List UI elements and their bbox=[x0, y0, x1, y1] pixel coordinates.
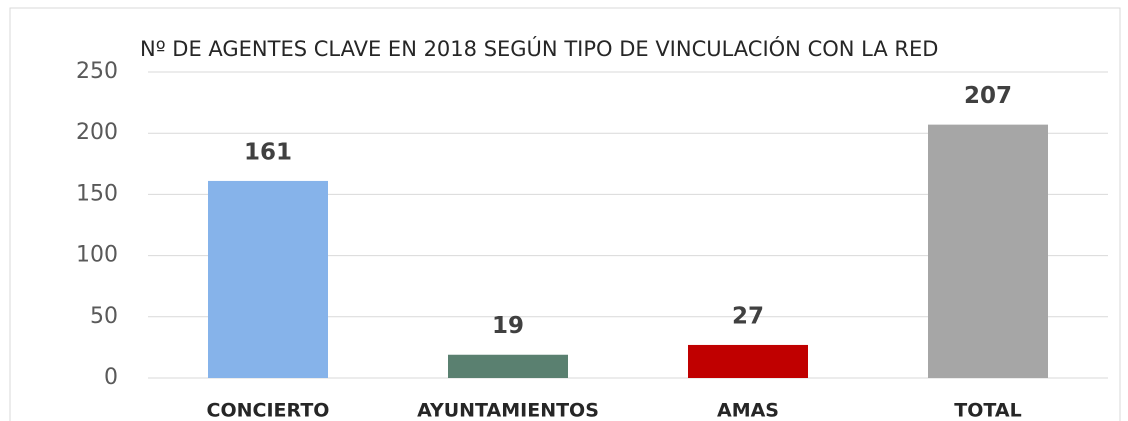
bar bbox=[448, 354, 568, 378]
x-tick-label: AYUNTAMIENTOS bbox=[417, 400, 599, 421]
bar bbox=[208, 180, 328, 378]
y-tick-label: 100 bbox=[76, 243, 118, 268]
data-label: 207 bbox=[964, 83, 1012, 109]
data-label: 27 bbox=[732, 303, 764, 329]
y-tick-label: 250 bbox=[76, 59, 118, 84]
x-tick-label: TOTAL bbox=[954, 400, 1021, 421]
chart-title: Nº DE AGENTES CLAVE EN 2018 SEGÚN TIPO D… bbox=[140, 36, 938, 61]
y-tick-label: 0 bbox=[104, 365, 118, 390]
bar bbox=[688, 344, 808, 378]
bar bbox=[928, 124, 1048, 378]
chart-frame bbox=[9, 7, 1121, 421]
y-tick-label: 50 bbox=[90, 304, 118, 329]
data-label: 161 bbox=[244, 139, 292, 165]
y-tick-label: 200 bbox=[76, 120, 118, 145]
data-label: 19 bbox=[492, 313, 524, 339]
x-tick-label: AMAS bbox=[717, 400, 779, 421]
y-tick-label: 150 bbox=[76, 181, 118, 206]
x-tick-label: CONCIERTO bbox=[207, 400, 330, 421]
